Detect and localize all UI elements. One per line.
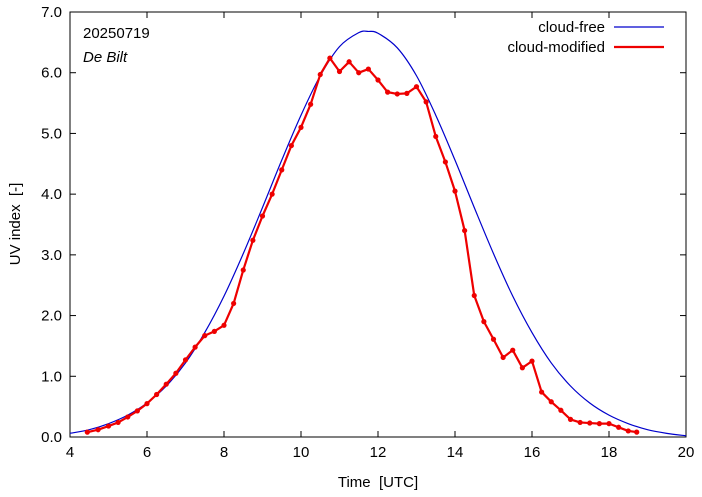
data-point-cloud-modified bbox=[231, 300, 237, 307]
data-point-cloud-modified bbox=[134, 408, 140, 414]
data-point-cloud-modified bbox=[240, 267, 246, 273]
x-tick-label: 14 bbox=[447, 444, 464, 461]
data-point-cloud-modified bbox=[452, 188, 458, 194]
data-point-cloud-modified bbox=[356, 70, 362, 76]
data-point-cloud-modified bbox=[481, 319, 487, 325]
series-line-cloud-modified bbox=[87, 57, 637, 434]
data-point-cloud-modified bbox=[567, 416, 574, 422]
data-point-cloud-modified bbox=[385, 89, 391, 95]
x-tick-label: 10 bbox=[293, 444, 310, 461]
data-point-cloud-modified bbox=[539, 389, 545, 395]
data-point-cloud-modified bbox=[211, 328, 217, 334]
y-axis-title: UV index [-] bbox=[7, 183, 24, 266]
data-point-cloud-modified bbox=[442, 159, 448, 165]
x-tick-label: 18 bbox=[601, 444, 618, 461]
data-point-cloud-modified bbox=[616, 424, 622, 430]
legend: cloud-free cloud-modified bbox=[507, 19, 664, 56]
x-tick-label: 6 bbox=[143, 444, 151, 461]
y-tick-label: 5.0 bbox=[41, 125, 62, 142]
data-point-cloud-modified bbox=[548, 399, 554, 405]
data-point-cloud-modified bbox=[221, 322, 227, 328]
annotation-location: De Bilt bbox=[83, 49, 128, 66]
data-point-cloud-modified bbox=[317, 71, 323, 78]
y-tick-label: 0.0 bbox=[41, 429, 62, 446]
y-tick-label: 6.0 bbox=[41, 65, 62, 82]
x-tick-label: 8 bbox=[220, 444, 228, 461]
x-axis-title: Time [UTC] bbox=[338, 474, 418, 491]
data-point-cloud-modified bbox=[125, 414, 131, 420]
data-point-cloud-modified bbox=[144, 401, 150, 407]
data-point-cloud-modified bbox=[105, 423, 112, 429]
y-tick-label: 3.0 bbox=[41, 247, 62, 264]
data-point-cloud-modified bbox=[634, 429, 640, 435]
y-tick-label: 7.0 bbox=[41, 4, 62, 21]
data-point-cloud-modified bbox=[596, 421, 602, 427]
data-point-cloud-modified bbox=[519, 365, 525, 371]
data-point-cloud-modified bbox=[115, 419, 121, 426]
data-point-cloud-modified bbox=[182, 357, 189, 363]
data-point-cloud-modified bbox=[346, 59, 352, 65]
y-tick-label: 4.0 bbox=[41, 186, 62, 203]
data-point-cloud-modified bbox=[413, 84, 420, 90]
data-point-cloud-modified bbox=[462, 227, 468, 234]
data-point-cloud-modified bbox=[375, 77, 381, 83]
data-point-cloud-modified bbox=[490, 336, 497, 342]
data-point-cloud-modified bbox=[163, 381, 169, 387]
data-point-cloud-modified bbox=[154, 391, 160, 398]
plot-area bbox=[69, 30, 687, 437]
data-point-cloud-modified bbox=[500, 354, 506, 361]
data-point-cloud-modified bbox=[394, 91, 400, 97]
data-point-cloud-modified bbox=[510, 347, 516, 353]
data-point-cloud-modified bbox=[95, 427, 101, 433]
data-point-cloud-modified bbox=[84, 429, 90, 435]
data-point-cloud-modified bbox=[288, 142, 294, 149]
y-axis: 0.0 1.0 2.0 3.0 4.0 5.0 6.0 7.0 bbox=[41, 4, 686, 446]
data-point-cloud-modified bbox=[529, 358, 535, 364]
data-point-cloud-modified bbox=[250, 237, 256, 243]
data-point-cloud-modified bbox=[606, 421, 612, 427]
annotation-date: 20250719 bbox=[83, 25, 150, 42]
x-axis: 4 6 8 10 12 14 16 18 20 bbox=[66, 12, 695, 461]
data-point-cloud-modified bbox=[279, 167, 285, 173]
data-point-cloud-modified bbox=[259, 213, 266, 219]
data-point-cloud-modified bbox=[433, 133, 439, 140]
data-point-cloud-modified bbox=[308, 101, 314, 107]
data-point-cloud-modified bbox=[577, 419, 583, 426]
data-point-cloud-modified bbox=[173, 370, 179, 376]
data-point-cloud-modified bbox=[269, 191, 275, 197]
y-tick-label: 2.0 bbox=[41, 308, 62, 325]
data-point-cloud-modified bbox=[202, 333, 208, 339]
x-tick-label: 12 bbox=[370, 444, 387, 461]
x-tick-label: 20 bbox=[678, 444, 695, 461]
data-point-cloud-modified bbox=[471, 292, 477, 299]
data-point-cloud-modified bbox=[423, 99, 429, 105]
data-point-cloud-modified bbox=[298, 124, 304, 130]
data-point-cloud-modified bbox=[192, 344, 198, 350]
data-point-cloud-modified bbox=[336, 68, 343, 75]
x-tick-label: 4 bbox=[66, 444, 74, 461]
series-line-cloud-free bbox=[69, 30, 687, 437]
data-point-cloud-modified bbox=[365, 66, 371, 72]
data-point-cloud-modified bbox=[404, 90, 410, 96]
legend-label-cloud-modified: cloud-modified bbox=[507, 39, 605, 56]
data-point-cloud-modified bbox=[625, 428, 631, 434]
data-point-cloud-modified bbox=[587, 420, 593, 426]
data-point-cloud-modified bbox=[558, 407, 564, 413]
legend-label-cloud-free: cloud-free bbox=[538, 19, 605, 36]
data-point-cloud-modified bbox=[327, 55, 333, 61]
x-tick-label: 16 bbox=[524, 444, 541, 461]
plot-frame bbox=[69, 11, 687, 438]
y-tick-label: 1.0 bbox=[41, 368, 62, 385]
